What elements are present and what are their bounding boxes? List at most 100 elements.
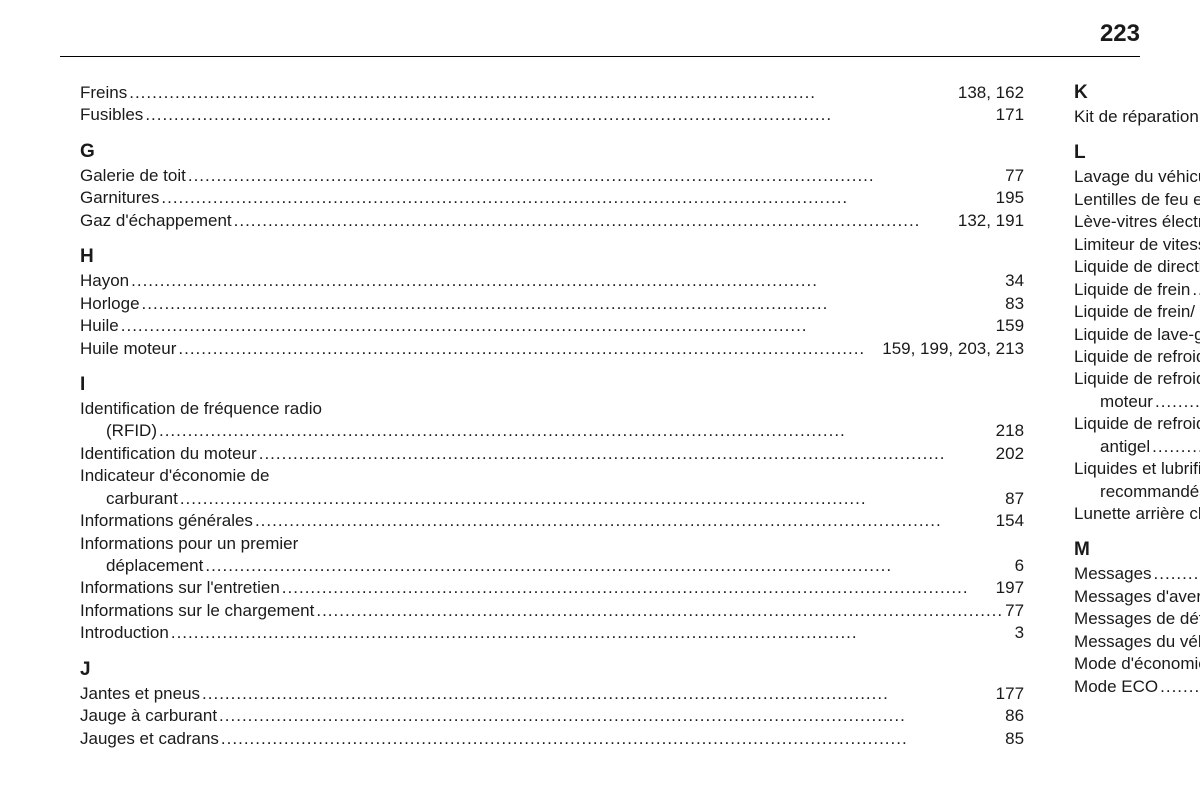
leader-dots: ........................................… (282, 577, 994, 599)
index-entry: Introduction............................… (80, 622, 1024, 644)
index-section-letter: K (1074, 82, 1200, 104)
index-entry-label: Liquide de frein/ d'embrayage (1074, 301, 1200, 323)
leader-dots: ........................................… (1154, 563, 1200, 585)
index-entry-label: Liquides et lubrifiants (1074, 458, 1200, 480)
index-entry: Freins..................................… (80, 82, 1024, 104)
leader-dots: ........................................… (1155, 391, 1200, 413)
index-entry-label: Mode ECO (1074, 676, 1158, 698)
index-entry-label: Hayon (80, 270, 129, 292)
index-entry: Mode ECO................................… (1074, 676, 1200, 698)
index-entry-row: Lentilles de feu embuées................… (1074, 189, 1200, 211)
index-entry: Identification de fréquence radio(RFID).… (80, 398, 1024, 443)
index-entry-contline: (RFID)..................................… (80, 420, 1024, 442)
index-entry: Horloge.................................… (80, 293, 1024, 315)
index-entry-row: Galerie de toit.........................… (80, 165, 1024, 187)
index-entry-pages: 77 (1005, 165, 1024, 187)
index-entry-label: Messages (1074, 563, 1151, 585)
index-entry: Informations pour un premierdéplacement.… (80, 533, 1024, 578)
index-entry-row: Identification du moteur................… (80, 443, 1024, 465)
index-entry: Identification du moteur................… (80, 443, 1024, 465)
index-entry-label: Huile (80, 315, 119, 337)
index-entry: Messages du véhicule....................… (1074, 631, 1200, 653)
index-entry-contline: recommandés.............................… (1074, 481, 1200, 503)
index-entry-pages: 6 (1015, 555, 1024, 577)
index-entry-label: Lunette arrière chauffante (1074, 503, 1200, 525)
index-page: 223 Freins..............................… (0, 0, 1200, 802)
index-entry: Informations sur le chargement..........… (80, 600, 1024, 622)
index-entry-row: Kit de réparation des pneus.............… (1074, 106, 1200, 128)
index-entry-label: Identification de fréquence radio (80, 398, 322, 420)
index-entry: Liquide de refroidissement..............… (1074, 346, 1200, 368)
index-entry: Garnitures..............................… (80, 187, 1024, 209)
leader-dots: ........................................… (234, 210, 956, 232)
index-entry: Liquide de lave-glace...................… (1074, 324, 1200, 346)
index-entry: Kit de réparation des pneus.............… (1074, 106, 1200, 128)
index-entry-pages: 3 (1015, 622, 1024, 644)
index-entry-contline: antigel.................................… (1074, 436, 1200, 458)
index-entry-row: Freins..................................… (80, 82, 1024, 104)
leader-dots: ........................................… (159, 420, 994, 442)
leader-dots: ........................................… (178, 338, 880, 360)
index-entry-label: Liquide de refroidissement et (1074, 413, 1200, 435)
index-entry-firstline: Indicateur d'économie de (80, 465, 1024, 487)
leader-dots: ........................................… (202, 683, 994, 705)
index-entry-pages: 177 (996, 683, 1024, 705)
index-entry: Liquide de direction assistée...........… (1074, 256, 1200, 278)
index-entry-row: Liquide de lave-glace...................… (1074, 324, 1200, 346)
leader-dots: ........................................… (259, 443, 994, 465)
index-entry-row: Liquide de refroidissement..............… (1074, 346, 1200, 368)
index-entry-row: Mode ECO................................… (1074, 676, 1200, 698)
index-entry-label: Mode d'économie de carburant (1074, 653, 1200, 675)
leader-dots: ........................................… (171, 622, 1013, 644)
index-section-letter: I (80, 374, 1024, 396)
index-entry-row: Gaz d'échappement.......................… (80, 210, 1024, 232)
index-entry: Messages de défaillance.................… (1074, 608, 1200, 630)
header-rule (60, 56, 1140, 57)
index-entry-contline: moteur..................................… (1074, 391, 1200, 413)
index-entry-row: Horloge.................................… (80, 293, 1024, 315)
index-entry-label: Informations générales (80, 510, 253, 532)
index-entry-contline: déplacement.............................… (80, 555, 1024, 577)
leader-dots: ........................................… (180, 488, 1003, 510)
index-entry-label: Huile moteur (80, 338, 176, 360)
leader-dots: ........................................… (142, 293, 1004, 315)
index-entry-label: Freins (80, 82, 127, 104)
index-entry-row: Lève-vitres électriques.................… (1074, 211, 1200, 233)
index-section-letter: G (80, 141, 1024, 163)
index-entry-cont-label: déplacement (106, 555, 203, 577)
index-entry-label: Liquide de refroidissement (1074, 346, 1200, 368)
index-entry-row: Messages du véhicule....................… (1074, 631, 1200, 653)
index-entry-firstline: Liquide de refroidissement et (1074, 413, 1200, 435)
index-entry: Hayon...................................… (80, 270, 1024, 292)
index-entry-pages: 77 (1005, 600, 1024, 622)
index-entry-label: Liquide de frein (1074, 279, 1190, 301)
index-entry-label: Galerie de toit (80, 165, 186, 187)
index-entry: Galerie de toit.........................… (80, 165, 1024, 187)
index-entry-label: Introduction (80, 622, 169, 644)
index-entry-label: Fusibles (80, 104, 143, 126)
leader-dots: ........................................… (219, 705, 1003, 727)
index-entry-row: Garnitures..............................… (80, 187, 1024, 209)
index-entry-row: Messages d'avertissement................… (1074, 586, 1200, 608)
index-entry: Liquide de frein........................… (1074, 279, 1200, 301)
index-entry-row: Messages................................… (1074, 563, 1200, 585)
index-entry: Liquide de frein/ d'embrayage...........… (1074, 301, 1200, 323)
index-entry-label: Jauges et cadrans (80, 728, 219, 750)
index-entry-label: Liquide de direction assistée (1074, 256, 1200, 278)
index-entry-row: Informations générales..................… (80, 510, 1024, 532)
index-entry-label: Indicateur d'économie de (80, 465, 269, 487)
index-entry-row: Informations sur le chargement..........… (80, 600, 1024, 622)
index-entry-label: Lentilles de feu embuées (1074, 189, 1200, 211)
index-entry: Jauge à carburant.......................… (80, 705, 1024, 727)
index-entry-row: Introduction............................… (80, 622, 1024, 644)
index-entry: Indicateur d'économie decarburant.......… (80, 465, 1024, 510)
leader-dots: ........................................… (188, 165, 1003, 187)
index-entry-row: Liquide de frein........................… (1074, 279, 1200, 301)
index-entry-pages: 159 (996, 315, 1024, 337)
index-entry: Jauges et cadrans.......................… (80, 728, 1024, 750)
index-entry-pages: 197 (996, 577, 1024, 599)
index-entry-row: Huile moteur............................… (80, 338, 1024, 360)
index-entry-cont-label: moteur (1100, 391, 1153, 413)
index-entry: Fusibles................................… (80, 104, 1024, 126)
index-entry: Huile moteur............................… (80, 338, 1024, 360)
